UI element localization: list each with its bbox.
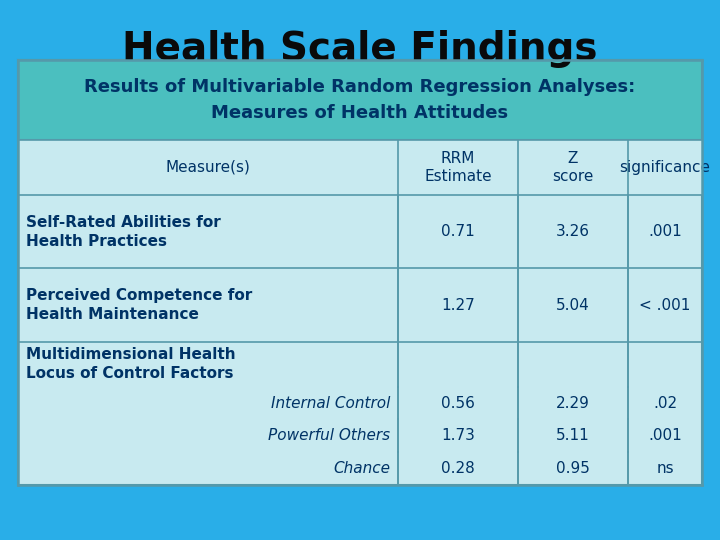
Text: .02: .02 — [653, 395, 677, 410]
Text: Z
score: Z score — [552, 151, 594, 184]
Text: Perceived Competence for
Health Maintenance: Perceived Competence for Health Maintena… — [26, 288, 252, 322]
Text: 0.56: 0.56 — [441, 395, 475, 410]
Text: 0.71: 0.71 — [441, 224, 475, 239]
Text: Powerful Others: Powerful Others — [268, 428, 390, 443]
Text: Internal Control: Internal Control — [271, 395, 390, 410]
Text: ns: ns — [656, 461, 674, 476]
Polygon shape — [18, 140, 702, 195]
Text: Self-Rated Abilities for
Health Practices: Self-Rated Abilities for Health Practice… — [26, 214, 221, 249]
Text: .001: .001 — [648, 224, 682, 239]
Text: 1.27: 1.27 — [441, 298, 475, 313]
Text: significance: significance — [619, 160, 711, 175]
Text: 5.04: 5.04 — [556, 298, 590, 313]
Text: 3.26: 3.26 — [556, 224, 590, 239]
Text: Health Scale Findings: Health Scale Findings — [122, 30, 598, 68]
Text: 1.73: 1.73 — [441, 428, 475, 443]
Polygon shape — [18, 60, 702, 140]
Text: 2.29: 2.29 — [556, 395, 590, 410]
Text: 0.95: 0.95 — [556, 461, 590, 476]
Polygon shape — [18, 60, 702, 485]
Text: Multidimensional Health
Locus of Control Factors: Multidimensional Health Locus of Control… — [26, 347, 235, 381]
Text: RRM
Estimate: RRM Estimate — [424, 151, 492, 184]
Text: .001: .001 — [648, 428, 682, 443]
Text: Measure(s): Measure(s) — [166, 160, 251, 175]
Text: < .001: < .001 — [639, 298, 690, 313]
Text: 5.11: 5.11 — [556, 428, 590, 443]
Text: Results of Multivariable Random Regression Analyses:
Measures of Health Attitude: Results of Multivariable Random Regressi… — [84, 78, 636, 122]
Text: Chance: Chance — [333, 461, 390, 476]
Text: 0.28: 0.28 — [441, 461, 475, 476]
